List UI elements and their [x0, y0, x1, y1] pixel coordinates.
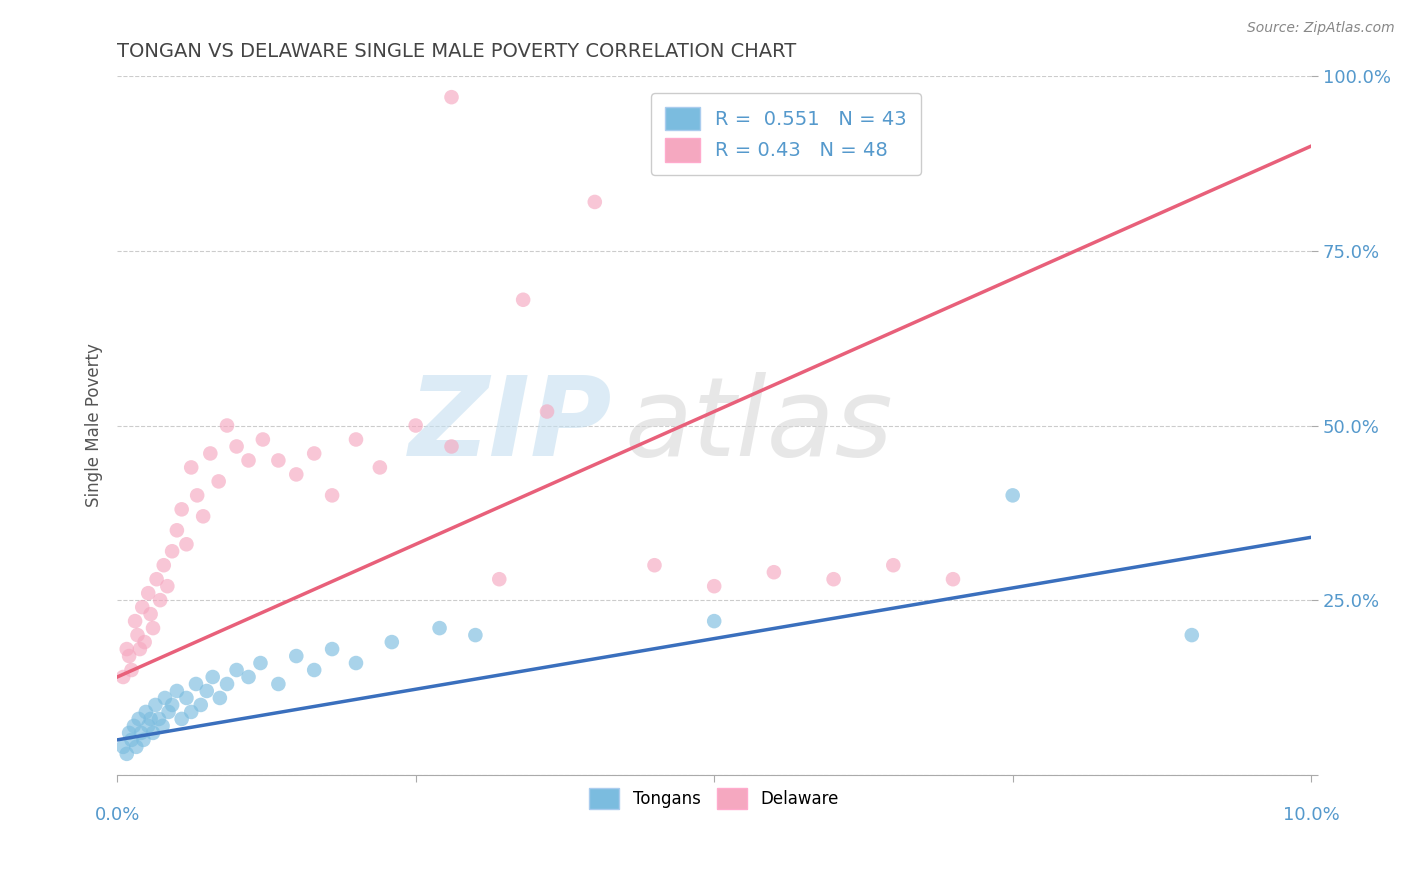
Point	[368, 460, 391, 475]
Point	[703, 579, 725, 593]
Point	[149, 593, 172, 607]
Point	[170, 502, 193, 516]
Point	[488, 572, 510, 586]
Point	[429, 621, 451, 635]
Point	[536, 404, 558, 418]
Point	[267, 677, 290, 691]
Point	[160, 698, 183, 712]
Point	[157, 705, 180, 719]
Point	[942, 572, 965, 586]
Point	[152, 558, 174, 573]
Point	[321, 488, 343, 502]
Point	[135, 705, 157, 719]
Point	[201, 670, 224, 684]
Point	[267, 453, 290, 467]
Point	[583, 194, 606, 209]
Text: Source: ZipAtlas.com: Source: ZipAtlas.com	[1247, 21, 1395, 36]
Text: atlas: atlas	[624, 372, 893, 479]
Point	[215, 418, 238, 433]
Point	[166, 524, 188, 538]
Point	[703, 614, 725, 628]
Point	[118, 648, 141, 663]
Point	[176, 690, 198, 705]
Point	[128, 642, 150, 657]
Point	[184, 677, 207, 691]
Point	[405, 418, 427, 433]
Point	[190, 698, 212, 712]
Point	[285, 467, 308, 482]
Point	[129, 726, 152, 740]
Point	[252, 433, 274, 447]
Point	[166, 684, 188, 698]
Point	[208, 475, 231, 489]
Point	[344, 656, 367, 670]
Point	[142, 726, 165, 740]
Point	[121, 732, 143, 747]
Point	[139, 607, 162, 621]
Point	[145, 572, 167, 586]
Point	[142, 621, 165, 635]
Point	[464, 628, 486, 642]
Point	[321, 642, 343, 657]
Point	[1181, 628, 1204, 642]
Point	[238, 670, 260, 684]
Text: 10.0%: 10.0%	[1282, 806, 1340, 824]
Point	[1001, 488, 1024, 502]
Point	[122, 719, 145, 733]
Point	[153, 690, 176, 705]
Point	[156, 579, 179, 593]
Point	[148, 712, 170, 726]
Point	[512, 293, 534, 307]
Point	[145, 698, 167, 712]
Point	[200, 446, 222, 460]
Text: TONGAN VS DELAWARE SINGLE MALE POVERTY CORRELATION CHART: TONGAN VS DELAWARE SINGLE MALE POVERTY C…	[117, 42, 796, 61]
Point	[134, 635, 156, 649]
Point	[136, 719, 159, 733]
Point	[115, 747, 138, 761]
Point	[643, 558, 665, 573]
Point	[132, 732, 155, 747]
Point	[121, 663, 143, 677]
Point	[302, 663, 325, 677]
Point	[128, 712, 150, 726]
Point	[118, 726, 141, 740]
Point	[139, 712, 162, 726]
Point	[249, 656, 271, 670]
Point	[191, 509, 214, 524]
Point	[136, 586, 159, 600]
Point	[302, 446, 325, 460]
Point	[208, 690, 231, 705]
Point	[762, 565, 785, 579]
Point	[180, 460, 202, 475]
Point	[225, 440, 247, 454]
Point	[440, 90, 463, 104]
Point	[124, 614, 146, 628]
Point	[225, 663, 247, 677]
Point	[127, 628, 149, 642]
Point	[882, 558, 904, 573]
Point	[195, 684, 218, 698]
Point	[823, 572, 845, 586]
Point	[125, 739, 148, 754]
Text: 0.0%: 0.0%	[94, 806, 139, 824]
Y-axis label: Single Male Poverty: Single Male Poverty	[86, 343, 103, 508]
Point	[112, 670, 135, 684]
Point	[170, 712, 193, 726]
Point	[215, 677, 238, 691]
Point	[176, 537, 198, 551]
Point	[285, 648, 308, 663]
Point	[440, 440, 463, 454]
Point	[238, 453, 260, 467]
Point	[344, 433, 367, 447]
Legend: Tongans, Delaware: Tongans, Delaware	[582, 781, 845, 815]
Point	[152, 719, 174, 733]
Point	[112, 739, 135, 754]
Text: ZIP: ZIP	[409, 372, 613, 479]
Point	[381, 635, 404, 649]
Point	[180, 705, 202, 719]
Point	[131, 600, 153, 615]
Point	[160, 544, 183, 558]
Point	[115, 642, 138, 657]
Point	[186, 488, 208, 502]
